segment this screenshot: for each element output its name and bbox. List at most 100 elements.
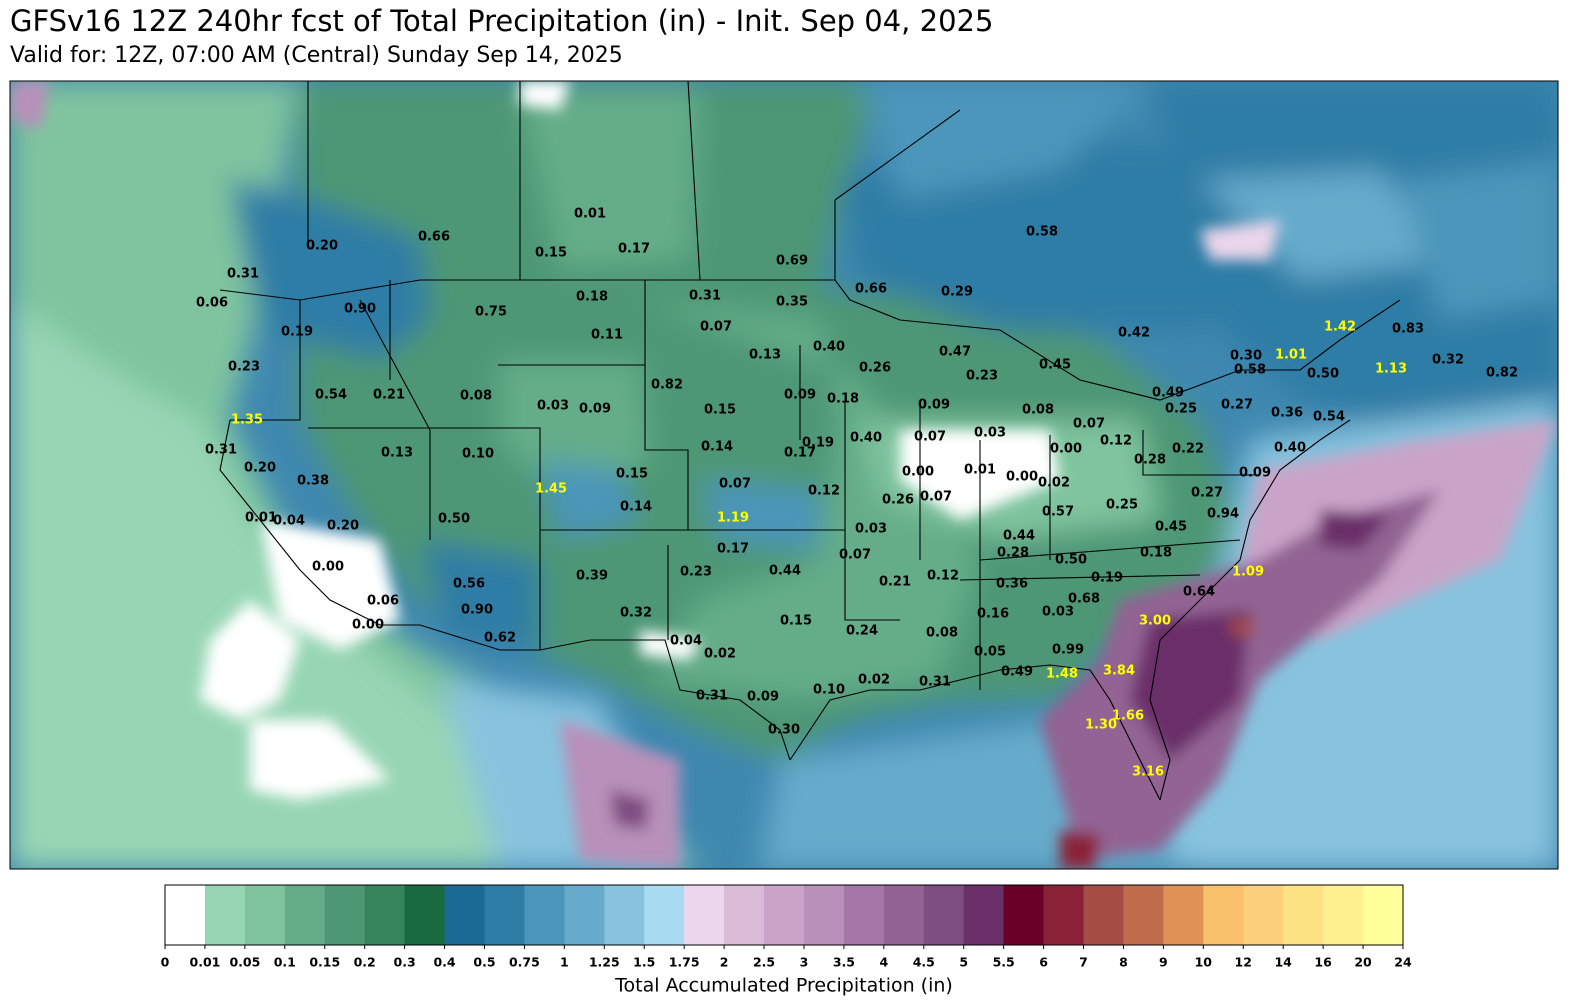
colorbar-cell bbox=[1363, 885, 1404, 945]
title: GFSv16 12Z 240hr fcst of Total Precipita… bbox=[10, 4, 994, 38]
map-value-label: 0.15 bbox=[616, 467, 648, 482]
colorbar-tick-label: 1.75 bbox=[669, 955, 700, 970]
map-value-label: 0.44 bbox=[1003, 529, 1035, 544]
map-value-label: 0.66 bbox=[418, 230, 450, 245]
map-value-label: 0.03 bbox=[537, 399, 569, 414]
map-value-label: 0.14 bbox=[620, 500, 652, 515]
colorbar-cell bbox=[564, 885, 605, 945]
map-value-label: 0.07 bbox=[914, 430, 946, 445]
map-value-label: 0.26 bbox=[859, 361, 891, 376]
colorbar-cell bbox=[364, 885, 406, 945]
map-value-label: 0.94 bbox=[1207, 507, 1239, 522]
map-value-label: 0.13 bbox=[381, 446, 413, 461]
colorbar-tick-label: 3.5 bbox=[833, 955, 855, 970]
map-value-label: 0.23 bbox=[966, 369, 998, 384]
map-value-label: 0.18 bbox=[576, 290, 608, 305]
map-value-label: 0.00 bbox=[1050, 442, 1082, 457]
colorbar-cell bbox=[1003, 885, 1045, 945]
map-value-label: 0.08 bbox=[926, 626, 958, 641]
map-value-label: 0.28 bbox=[997, 546, 1029, 561]
map-value-label: 0.01 bbox=[245, 511, 277, 526]
colorbar-cell bbox=[1043, 885, 1085, 945]
map-value-label: 0.13 bbox=[749, 348, 781, 363]
map-value-label: 3.16 bbox=[1132, 765, 1164, 780]
colorbar-tick-label: 2.5 bbox=[753, 955, 775, 970]
colorbar-cell bbox=[684, 885, 725, 945]
map-value-label: 0.04 bbox=[670, 634, 702, 649]
map-value-label: 1.35 bbox=[231, 413, 263, 428]
map-value-label: 0.18 bbox=[1140, 546, 1172, 561]
map-value-label: 0.07 bbox=[839, 548, 871, 563]
colorbar-tick-label: 10 bbox=[1195, 955, 1213, 970]
colorbar-tick-label: 6 bbox=[1039, 955, 1048, 970]
map-value-label: 0.19 bbox=[802, 436, 834, 451]
colorbar-cell bbox=[644, 885, 685, 945]
colorbar-label: Total Accumulated Precipitation (in) bbox=[614, 975, 953, 997]
map-value-label: 0.57 bbox=[1042, 505, 1074, 520]
colorbar-tick-label: 3 bbox=[800, 955, 809, 970]
colorbar-tick-label: 16 bbox=[1314, 955, 1332, 970]
map-value-label: 1.01 bbox=[1275, 348, 1307, 363]
colorbar-tick-label: 1 bbox=[560, 955, 569, 970]
map-value-label: 0.90 bbox=[461, 603, 493, 618]
map-value-label: 0.82 bbox=[1486, 366, 1518, 381]
map-value-label: 0.09 bbox=[918, 398, 950, 413]
colorbar-cell bbox=[324, 885, 366, 945]
map-value-label: 0.08 bbox=[1022, 403, 1054, 418]
colorbar-cell bbox=[404, 885, 446, 945]
map-value-label: 0.20 bbox=[306, 239, 338, 254]
map-value-label: 0.04 bbox=[273, 514, 305, 529]
map-value-label: 0.17 bbox=[784, 446, 816, 461]
map-value-label: 1.48 bbox=[1046, 667, 1078, 682]
map-value-label: 0.25 bbox=[1106, 498, 1138, 513]
colorbar-tick-label: 24 bbox=[1394, 955, 1412, 970]
map-value-label: 0.42 bbox=[1118, 326, 1150, 341]
map-value-label: 0.99 bbox=[1052, 643, 1084, 658]
map-value-label: 0.10 bbox=[462, 447, 494, 462]
map-value-label: 0.15 bbox=[704, 403, 736, 418]
map-value-label: 0.54 bbox=[315, 388, 347, 403]
map-value-label: 0.03 bbox=[855, 522, 887, 537]
colorbar-tick-label: 20 bbox=[1354, 955, 1372, 970]
map-value-label: 0.39 bbox=[576, 569, 608, 584]
map-value-label: 0.56 bbox=[453, 577, 485, 592]
map-value-label: 0.11 bbox=[591, 328, 623, 343]
colorbar-tick-label: 2 bbox=[720, 955, 729, 970]
colorbar-cell bbox=[1283, 885, 1324, 945]
map-value-label: 0.15 bbox=[780, 614, 812, 629]
map-value-label: 0.31 bbox=[227, 267, 259, 282]
colorbar-cell bbox=[165, 885, 206, 945]
map-value-label: 0.25 bbox=[1165, 402, 1197, 417]
map-value-label: 0.64 bbox=[1183, 585, 1215, 600]
map-value-label: 0.01 bbox=[964, 463, 996, 478]
map-value-label: 0.12 bbox=[808, 484, 840, 499]
map-value-label: 0.07 bbox=[719, 477, 751, 492]
map-value-label: 0.50 bbox=[1307, 367, 1339, 382]
colorbar-cell bbox=[963, 885, 1005, 945]
map-value-label: 0.12 bbox=[1100, 434, 1132, 449]
colorbar-tick-label: 5 bbox=[959, 955, 968, 970]
map-value-label: 3.00 bbox=[1139, 614, 1171, 629]
map-value-label: 0.09 bbox=[784, 388, 816, 403]
map-value-label: 0.19 bbox=[1091, 571, 1123, 586]
colorbar-cell bbox=[1083, 885, 1124, 945]
map-value-label: 0.44 bbox=[769, 564, 801, 579]
map-value-label: 0.00 bbox=[312, 560, 344, 575]
map-value-label: 0.06 bbox=[196, 296, 228, 311]
colorbar-tick-label: 0.5 bbox=[473, 955, 495, 970]
map-value-label: 0.45 bbox=[1039, 358, 1071, 373]
map-value-label: 0.07 bbox=[700, 320, 732, 335]
map-value-label: 0.35 bbox=[776, 295, 808, 310]
colorbar-tick-label: 0.15 bbox=[309, 955, 340, 970]
map-value-label: 0.58 bbox=[1234, 363, 1266, 378]
map-value-label: 0.09 bbox=[1239, 466, 1271, 481]
map-value-label: 0.21 bbox=[373, 388, 405, 403]
map-value-label: 0.17 bbox=[618, 242, 650, 257]
map-value-label: 0.00 bbox=[1006, 470, 1038, 485]
colorbar-cell bbox=[1163, 885, 1204, 945]
colorbar-tick-label: 1.25 bbox=[589, 955, 620, 970]
colorbar-cell bbox=[764, 885, 805, 945]
colorbar-tick-label: 0 bbox=[161, 955, 170, 970]
map-value-label: 0.31 bbox=[689, 289, 721, 304]
map-value-label: 0.45 bbox=[1155, 520, 1187, 535]
